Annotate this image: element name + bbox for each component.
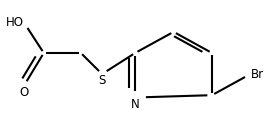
Text: Br: Br: [250, 68, 264, 81]
Text: HO: HO: [6, 16, 24, 29]
Text: N: N: [131, 98, 140, 111]
Text: S: S: [98, 74, 106, 87]
Text: O: O: [19, 86, 29, 99]
